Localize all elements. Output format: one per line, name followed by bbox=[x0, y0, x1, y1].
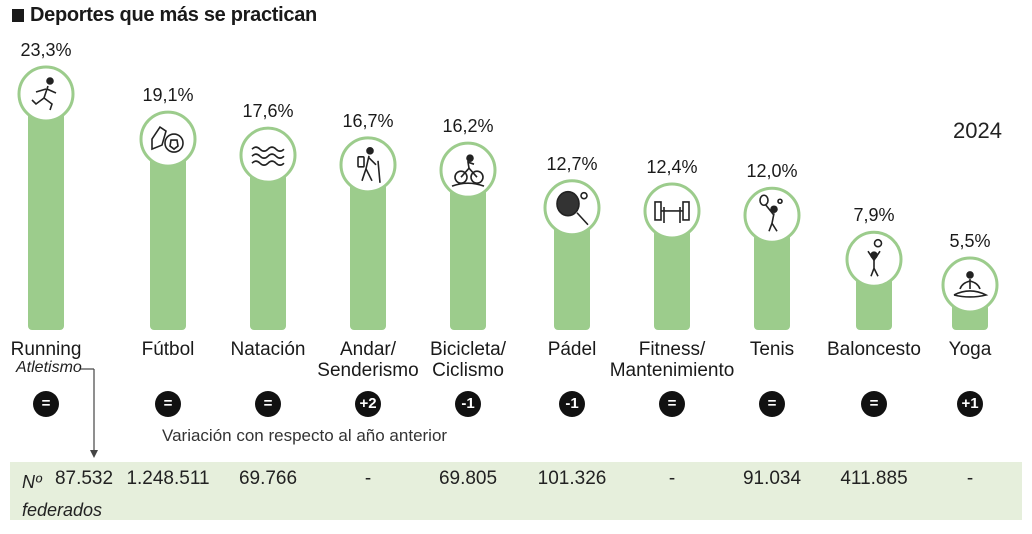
category-label-7: Fitness/Mantenimiento bbox=[610, 339, 735, 381]
category-label-1: Running bbox=[11, 339, 82, 360]
bar-4 bbox=[350, 150, 386, 330]
bar-1 bbox=[28, 80, 64, 330]
value-label-1: 23,3% bbox=[20, 40, 72, 60]
category-label-5: Bicicleta/Ciclismo bbox=[430, 339, 506, 381]
federados-label: Nº federados bbox=[22, 468, 102, 524]
category-label-line: Pádel bbox=[547, 339, 597, 360]
running-connector-arrow bbox=[90, 450, 98, 458]
category-label-line: Fútbol bbox=[141, 339, 195, 360]
chart-title-text: Deportes que más se practican bbox=[30, 4, 317, 26]
category-label-line: Ciclismo bbox=[432, 360, 504, 381]
value-label-6: 12,7% bbox=[546, 153, 598, 174]
variation-badge-2: = bbox=[155, 391, 181, 417]
category-label-8: Tenis bbox=[750, 339, 794, 360]
value-label-9: 7,9% bbox=[853, 205, 895, 226]
variation-note: Variación con respecto al año anterior bbox=[162, 426, 448, 445]
variation-badge-6: -1 bbox=[559, 391, 585, 417]
bar-3 bbox=[250, 141, 286, 330]
padel-racket-icon bbox=[556, 190, 589, 226]
value-label-4: 16,7% bbox=[342, 110, 394, 131]
value-label-7: 12,4% bbox=[646, 156, 698, 177]
category-label-line: Fitness/ bbox=[638, 339, 706, 360]
bar-2 bbox=[150, 125, 186, 330]
bar-icon-circle-4 bbox=[339, 136, 397, 194]
soccer-icon bbox=[151, 125, 184, 153]
category-label-line: Tenis bbox=[749, 339, 795, 360]
variation-badge-8: = bbox=[759, 391, 785, 417]
variation-badge-3: = bbox=[255, 391, 281, 417]
bar-icon-circle-2 bbox=[139, 110, 197, 168]
category-label-6: Pádel bbox=[548, 339, 597, 360]
category-label-9: Baloncesto bbox=[827, 339, 921, 360]
federados-band bbox=[10, 462, 1022, 520]
federados-value-8: 91.034 bbox=[742, 468, 802, 489]
category-label-2: Fútbol bbox=[142, 339, 195, 360]
value-label-5: 16,2% bbox=[442, 116, 494, 137]
category-label-line: Natación bbox=[230, 339, 306, 360]
federados-value-9: 411.885 bbox=[840, 468, 908, 489]
federados-value-10: - bbox=[966, 468, 974, 489]
cyclist-icon bbox=[451, 154, 485, 187]
basketball-player-icon bbox=[867, 238, 883, 277]
value-label-10: 5,5% bbox=[949, 230, 991, 251]
category-label-line: Baloncesto bbox=[826, 339, 922, 360]
federados-label-word: federados bbox=[22, 500, 103, 520]
variation-badge-4: +2 bbox=[355, 391, 381, 417]
variation-badge-1: = bbox=[33, 391, 59, 417]
runner-icon bbox=[31, 77, 57, 111]
category-label-10: Yoga bbox=[949, 339, 992, 360]
running-sublabel: Atletismo bbox=[16, 359, 82, 376]
category-label-line: Senderismo bbox=[317, 360, 419, 381]
variation-badge-7: = bbox=[659, 391, 685, 417]
federados-value-6: 101.326 bbox=[537, 468, 607, 489]
yoga-icon bbox=[953, 271, 989, 298]
bar-icon-circle-8 bbox=[743, 186, 801, 244]
category-label-line: Yoga bbox=[948, 339, 992, 360]
year-label: 2024 bbox=[953, 118, 1002, 143]
value-label-3: 17,6% bbox=[242, 101, 294, 122]
title-square-icon bbox=[12, 9, 24, 22]
value-label-8: 12,0% bbox=[746, 161, 798, 182]
chart-title: Deportes que más se practican bbox=[12, 4, 317, 27]
tennis-player-icon bbox=[759, 194, 783, 232]
category-label-line: Bicicleta/ bbox=[429, 339, 507, 360]
dumbbell-icon bbox=[654, 201, 690, 223]
category-label-line: Mantenimiento bbox=[609, 360, 735, 381]
variation-badge-9: = bbox=[861, 391, 887, 417]
federados-value-4: - bbox=[364, 468, 372, 489]
variation-badge-5: -1 bbox=[455, 391, 481, 417]
federados-label-no: Nº bbox=[22, 472, 42, 492]
federados-value-5: 69.805 bbox=[438, 468, 498, 489]
hiker-icon bbox=[357, 147, 381, 183]
federados-value-2: 1.248.511 bbox=[126, 468, 210, 489]
category-label-3: Natación bbox=[231, 339, 306, 360]
swimming-icon bbox=[251, 146, 285, 166]
bar-5 bbox=[450, 156, 486, 330]
category-label-4: Andar/Senderismo bbox=[317, 339, 418, 381]
category-label-line: Andar/ bbox=[340, 339, 396, 360]
federados-value-1: 87.532 bbox=[54, 468, 114, 489]
federados-value-7: - bbox=[668, 468, 676, 489]
federados-value-3: 69.766 bbox=[238, 468, 298, 489]
value-label-2: 19,1% bbox=[142, 85, 194, 106]
category-label-line: Running bbox=[10, 339, 82, 360]
variation-badge-10: +1 bbox=[957, 391, 983, 417]
